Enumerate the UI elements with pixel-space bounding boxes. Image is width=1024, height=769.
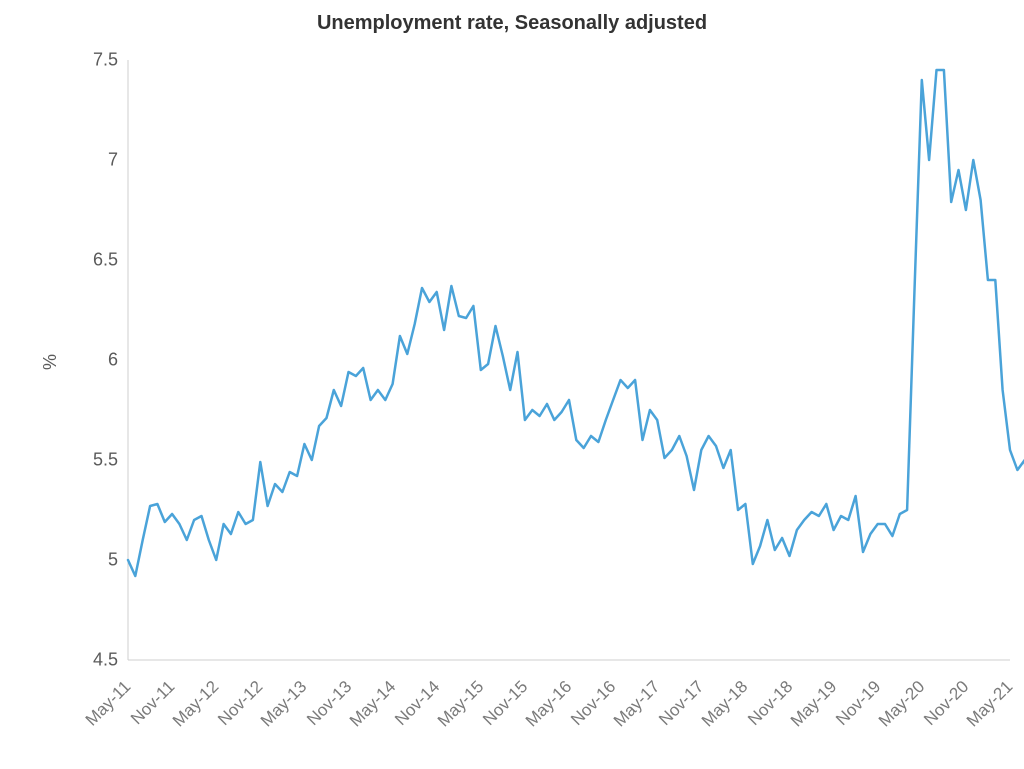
plot-area — [0, 0, 1024, 769]
line-chart: Unemployment rate, Seasonally adjusted %… — [0, 0, 1024, 769]
unemployment-series — [128, 70, 1024, 576]
